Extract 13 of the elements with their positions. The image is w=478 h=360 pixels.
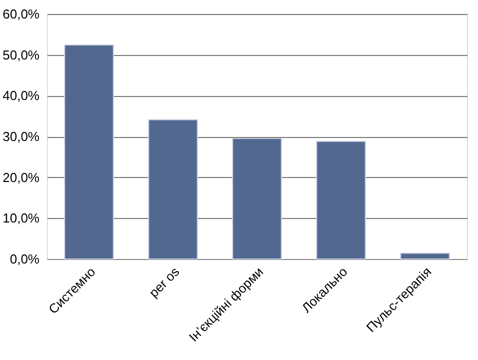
x-tick-label: per os bbox=[146, 264, 183, 300]
y-tick-label: 50,0% bbox=[2, 47, 40, 62]
bar bbox=[148, 119, 198, 260]
y-tick-label: 10,0% bbox=[2, 210, 40, 226]
bar bbox=[64, 44, 114, 260]
y-tick-label: 60,0% bbox=[2, 6, 40, 22]
bar bbox=[400, 252, 450, 260]
y-tick-label: 30,0% bbox=[2, 129, 40, 144]
bar bbox=[232, 138, 282, 260]
y-tick-label: 0,0% bbox=[10, 252, 40, 266]
y-tick-label: 40,0% bbox=[2, 88, 40, 104]
bar bbox=[316, 140, 366, 260]
y-tick-label: 20,0% bbox=[2, 170, 40, 185]
